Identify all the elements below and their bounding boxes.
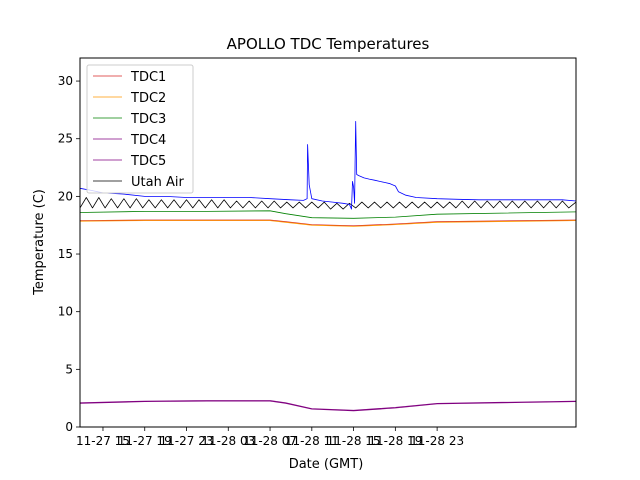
legend-label: TDC5: [130, 154, 166, 169]
y-tick-label: 20: [58, 189, 73, 203]
x-tick-label: 11-28 23: [410, 434, 464, 448]
x-tick-label: 11-28 03: [201, 434, 255, 448]
series-line-unlabeled-6: [79, 121, 577, 210]
y-tick-label: 30: [58, 74, 73, 88]
x-tick-label: 11-27 23: [160, 434, 214, 448]
legend: TDC1 TDC2 TDC3 TDC4 TDC5 Utah Air: [86, 64, 194, 194]
plot-frame: [79, 57, 577, 428]
legend-label: TDC3: [130, 112, 166, 127]
y-axis-label: Temperature (C): [32, 189, 47, 296]
series-line-tdc4: [79, 400, 577, 411]
x-tick-label: 11-27 15: [76, 434, 130, 448]
legend-label: TDC2: [130, 91, 166, 106]
legend-label: TDC1: [130, 70, 166, 85]
y-tick-label: 25: [58, 132, 73, 146]
series-line-tdc5: [79, 400, 577, 412]
x-tick-label: 11-28 07: [243, 434, 297, 448]
series-line-tdc2: [79, 220, 577, 227]
legend-label: Utah Air: [131, 175, 184, 190]
y-tick-label: 10: [58, 305, 73, 319]
x-tick-label: 11-27 19: [118, 434, 172, 448]
series-line-tdc3: [79, 210, 577, 219]
x-tick-label: 11-28 19: [368, 434, 422, 448]
y-tick-label: 5: [65, 362, 73, 376]
series-line-tdc1: [79, 219, 577, 227]
x-tick-label: 11-28 15: [327, 434, 381, 448]
y-tick-label: 15: [58, 247, 73, 261]
chart-title: APOLLO TDC Temperatures: [227, 35, 430, 53]
plot-area: [79, 121, 577, 412]
y-axis: 0 5 10 15 20 25 30: [58, 74, 80, 434]
legend-label: TDC4: [130, 133, 166, 148]
x-axis-label: Date (GMT): [289, 457, 364, 472]
series-line-utah-air: [79, 197, 577, 210]
y-tick-label: 0: [65, 420, 73, 434]
x-tick-label: 11-28 11: [285, 434, 339, 448]
